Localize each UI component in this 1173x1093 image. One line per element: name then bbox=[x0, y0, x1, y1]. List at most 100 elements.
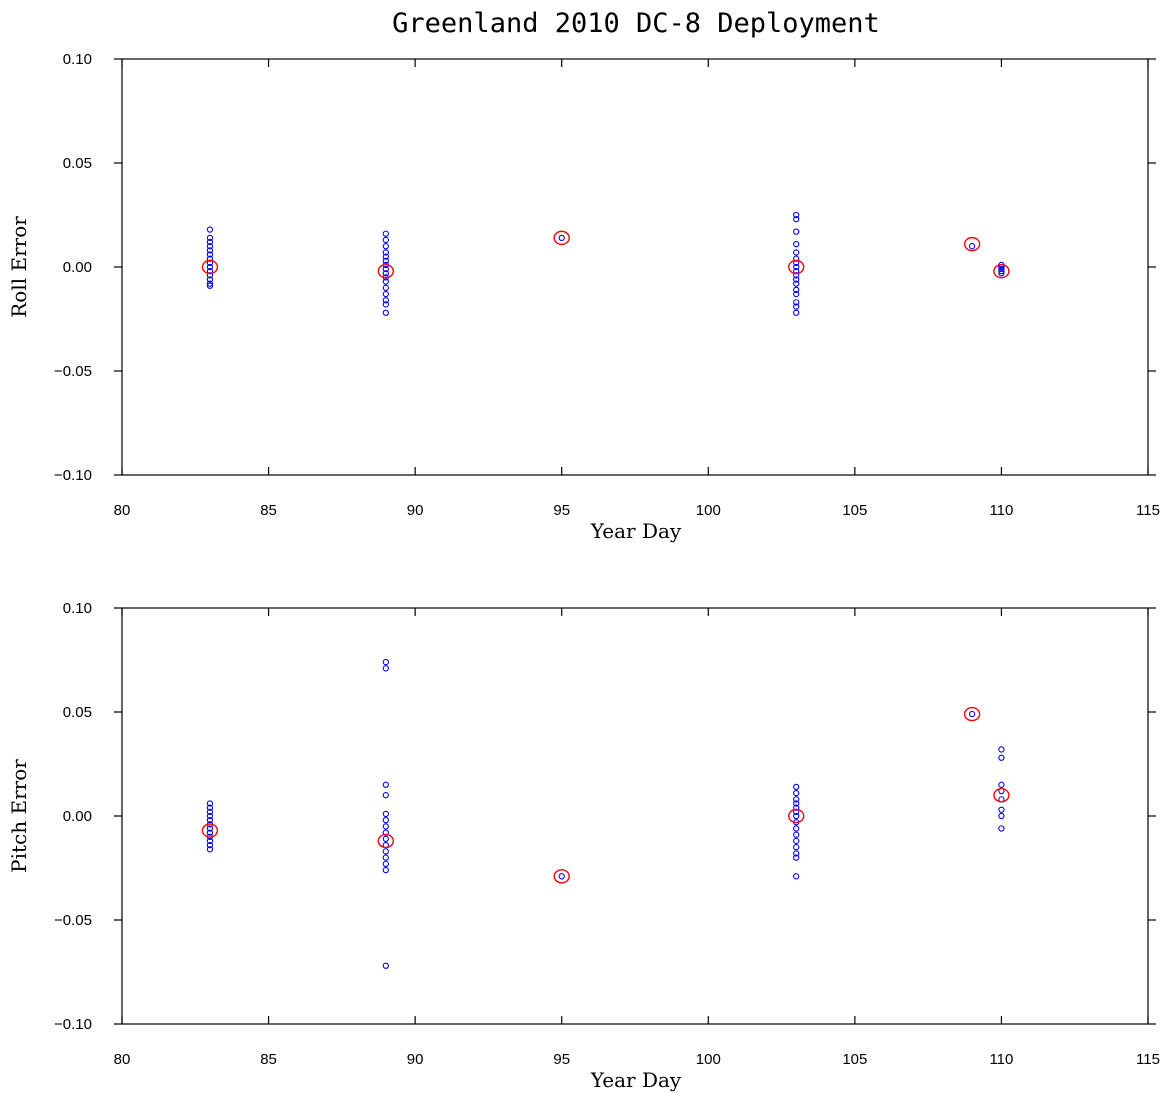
sample-point bbox=[998, 265, 1005, 273]
sample-point bbox=[793, 800, 800, 807]
y-tick-label: −0.05 bbox=[54, 912, 92, 929]
sample-point bbox=[793, 272, 800, 279]
sample-point bbox=[206, 234, 214, 242]
sample-point bbox=[382, 265, 389, 273]
sample-point bbox=[793, 263, 800, 271]
daily-mean-marker bbox=[201, 259, 219, 275]
sample-point bbox=[793, 299, 800, 306]
x-tick-label: 100 bbox=[696, 1051, 721, 1068]
y-axis-label: Roll Error bbox=[7, 216, 31, 318]
sample-point bbox=[382, 249, 389, 256]
sample-point bbox=[206, 841, 214, 849]
y-tick-label: −0.10 bbox=[54, 467, 92, 484]
sample-point bbox=[382, 290, 389, 298]
y-axis-label: Pitch Error bbox=[7, 759, 31, 873]
sample-point bbox=[793, 796, 800, 803]
sample-point bbox=[206, 247, 214, 254]
sample-point bbox=[382, 810, 389, 818]
sample-point bbox=[382, 823, 389, 830]
sample-point bbox=[382, 253, 389, 260]
x-tick-label: 90 bbox=[407, 502, 424, 519]
daily-mean-marker bbox=[788, 808, 805, 824]
x-tick-label: 95 bbox=[553, 1051, 570, 1068]
y-tick-label: 0.05 bbox=[63, 704, 92, 721]
sample-point bbox=[793, 290, 800, 298]
sample-point bbox=[793, 309, 800, 316]
sample-point bbox=[793, 216, 800, 223]
sample-point bbox=[206, 829, 214, 836]
sample-point bbox=[998, 825, 1005, 832]
sample-point bbox=[793, 276, 800, 283]
sample-point bbox=[206, 846, 214, 853]
x-tick-label: 115 bbox=[1136, 1051, 1160, 1068]
sample-point bbox=[206, 276, 214, 283]
x-tick-label: 80 bbox=[114, 1051, 131, 1068]
sample-point bbox=[206, 804, 214, 811]
sample-point bbox=[206, 825, 214, 832]
sample-point bbox=[382, 792, 389, 799]
sample-point bbox=[793, 789, 800, 797]
x-axis-label: Year Day bbox=[590, 519, 682, 543]
sample-point bbox=[382, 829, 389, 836]
sample-point bbox=[968, 243, 976, 250]
plot-frame bbox=[121, 58, 1149, 476]
x-tick-label: 85 bbox=[260, 502, 277, 519]
sample-point bbox=[382, 817, 389, 824]
daily-mean-marker bbox=[377, 833, 395, 849]
sample-point bbox=[793, 812, 800, 820]
sample-point bbox=[793, 825, 800, 832]
sample-point bbox=[998, 812, 1005, 820]
sample-point bbox=[382, 848, 389, 855]
sample-point bbox=[793, 783, 800, 791]
sample-point bbox=[382, 230, 389, 237]
x-tick-label: 105 bbox=[842, 502, 867, 519]
sample-point bbox=[382, 301, 389, 308]
x-tick-label: 95 bbox=[553, 502, 570, 519]
plot-frame bbox=[121, 607, 1149, 1025]
sample-point bbox=[998, 754, 1005, 761]
sample-point bbox=[793, 249, 800, 256]
x-tick-label: 100 bbox=[696, 502, 721, 519]
sample-point bbox=[998, 270, 1005, 277]
sample-point bbox=[793, 804, 800, 811]
sample-point bbox=[206, 837, 214, 845]
sample-point bbox=[206, 226, 214, 233]
sample-point bbox=[382, 665, 389, 672]
daily-mean-marker bbox=[377, 263, 395, 279]
y-tick-label: 0.00 bbox=[63, 259, 92, 276]
sample-point bbox=[382, 270, 389, 277]
x-axis-label: Year Day bbox=[590, 1068, 682, 1092]
x-tick-label: 105 bbox=[842, 1051, 867, 1068]
sample-point bbox=[998, 806, 1005, 813]
y-tick-label: 0.10 bbox=[63, 51, 92, 68]
sample-point bbox=[382, 278, 389, 285]
sample-point bbox=[793, 228, 800, 235]
sample-point bbox=[206, 263, 214, 271]
sample-point bbox=[382, 854, 389, 861]
daily-mean-marker bbox=[963, 706, 981, 722]
sample-point bbox=[206, 251, 214, 258]
sample-point bbox=[793, 240, 800, 248]
sample-point bbox=[382, 835, 389, 843]
sample-point bbox=[793, 255, 800, 262]
x-tick-label: 110 bbox=[989, 1051, 1013, 1068]
sample-point bbox=[382, 866, 389, 874]
sample-point bbox=[382, 236, 389, 244]
x-tick-label: 85 bbox=[260, 1051, 277, 1068]
sample-point bbox=[206, 817, 214, 824]
daily-mean-marker bbox=[993, 788, 1010, 803]
sample-point bbox=[793, 211, 800, 219]
daily-mean-marker bbox=[993, 263, 1010, 279]
sample-point bbox=[206, 255, 214, 262]
sample-point bbox=[793, 850, 800, 857]
x-tick-label: 110 bbox=[989, 502, 1013, 519]
sample-point bbox=[206, 243, 214, 250]
sample-point bbox=[793, 831, 800, 838]
sample-point bbox=[206, 280, 214, 287]
sample-point bbox=[793, 844, 800, 851]
sample-point bbox=[382, 297, 389, 304]
sample-point bbox=[998, 746, 1005, 753]
pitch-error-panel: 80 85 90 95 100 105 110 115 0.10 0.05 0.00 −0.05 −0.… bbox=[7, 600, 1160, 1092]
y-tick-label: 0.05 bbox=[63, 155, 92, 172]
